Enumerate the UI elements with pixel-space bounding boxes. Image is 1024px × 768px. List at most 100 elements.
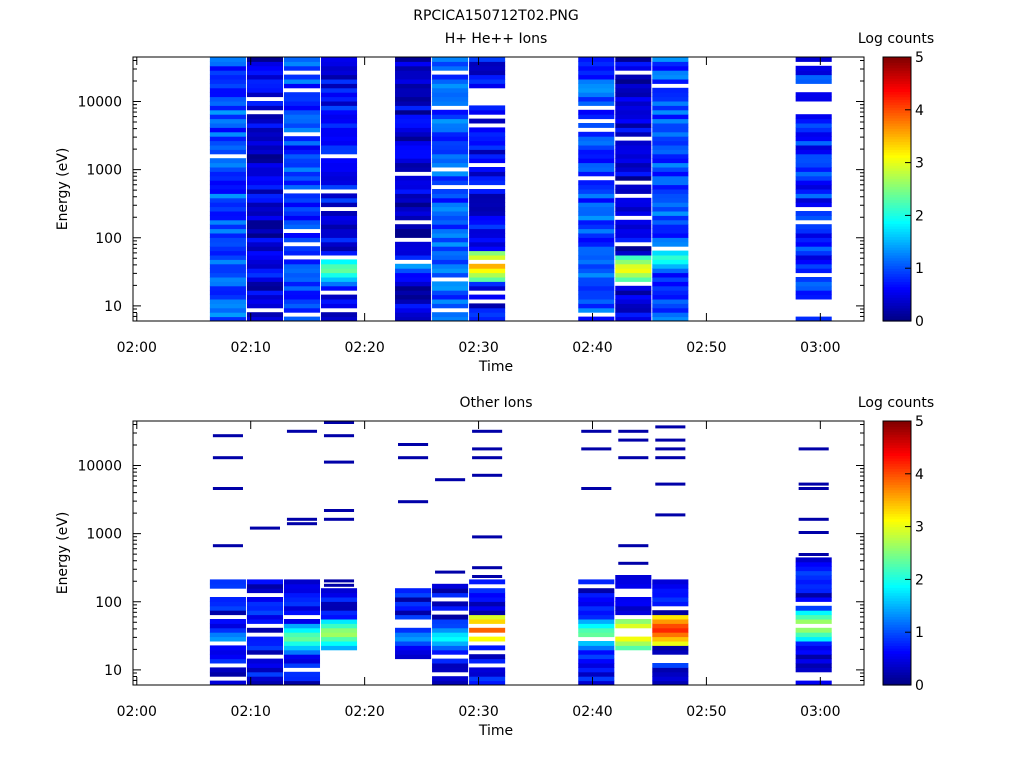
spectrogram-cell	[652, 255, 689, 260]
spectrogram-cell	[795, 259, 832, 265]
spectrogram-cell	[469, 131, 506, 137]
spectrogram-cell	[209, 307, 246, 313]
spectrogram-cell	[320, 224, 358, 230]
spectrogram-cell	[320, 92, 358, 98]
colorbar-swatch	[883, 574, 911, 578]
spectrogram-cell	[283, 259, 321, 265]
spectrogram-cell	[395, 105, 432, 111]
spectrogram-cells	[209, 57, 832, 322]
colorbar-swatch	[883, 600, 911, 604]
sparse-count-mark	[798, 517, 829, 521]
spectrogram-cell	[246, 175, 283, 181]
plot-frame	[132, 420, 865, 686]
spectrogram-cell	[615, 250, 652, 256]
spectrogram-cell	[615, 259, 652, 265]
sparse-count-mark	[581, 429, 612, 433]
spectrogram-cell	[283, 219, 321, 225]
spectrogram-cell	[246, 215, 283, 221]
colorbar-swatch	[883, 286, 911, 290]
spectrogram-cell	[209, 658, 246, 664]
spectrogram-cell	[795, 561, 832, 567]
y-tick-label: 10000	[77, 459, 122, 475]
spectrogram-cell	[578, 277, 615, 282]
colorbar-swatch	[883, 202, 911, 206]
spectrogram-cell	[615, 619, 652, 624]
spectrogram-cell	[652, 636, 689, 642]
spectrogram-cell	[578, 663, 615, 668]
spectrogram-cell	[320, 233, 358, 238]
colorbar-swatch	[883, 513, 911, 517]
colorbar-swatch	[883, 608, 911, 612]
colorbar-swatch	[883, 294, 911, 298]
colorbar-swatch	[883, 611, 911, 615]
spectrogram-cell	[246, 272, 283, 278]
spectrogram-cell	[246, 57, 283, 62]
spectrogram-cell	[395, 614, 432, 620]
spectrogram-cell	[432, 149, 469, 155]
spectrogram-cell	[320, 228, 358, 234]
spectrogram-cell	[795, 263, 832, 269]
spectrogram-cell	[246, 197, 283, 203]
spectrogram-cell	[283, 57, 321, 62]
spectrogram-cell	[209, 193, 246, 199]
spectrogram-cell	[283, 184, 321, 190]
spectrogram-cell	[652, 676, 689, 682]
spectrogram-cell	[432, 57, 469, 62]
colorbar-swatch	[883, 107, 911, 111]
spectrogram-cell	[652, 171, 689, 177]
spectrogram-cell	[432, 180, 469, 186]
spectrogram-cell	[432, 211, 469, 216]
spectrogram-cell	[395, 649, 432, 655]
spectrogram-cell	[209, 268, 246, 274]
sparse-count-mark	[286, 517, 318, 521]
spectrogram-cell	[209, 123, 246, 128]
spectrogram-cell	[469, 158, 506, 164]
spectrogram-cell	[469, 118, 506, 124]
colorbar-swatch	[883, 529, 911, 533]
spectrogram-cell	[246, 610, 283, 616]
spectrogram-cell	[615, 118, 652, 124]
spectrogram-cell	[283, 83, 321, 89]
spectrogram-cell	[615, 140, 652, 146]
colorbar-swatch	[883, 431, 911, 435]
spectrogram-cell	[246, 171, 283, 177]
sparse-count-mark	[323, 421, 355, 424]
spectrogram-cell	[395, 641, 432, 646]
spectrogram-cell	[795, 197, 832, 203]
spectrogram-cell	[652, 671, 689, 677]
spectrogram-cell	[320, 303, 358, 309]
spectrogram-cell	[246, 255, 283, 260]
colorbar-swatch	[883, 500, 911, 504]
spectrogram-cell	[652, 592, 689, 598]
spectrogram-cell	[320, 259, 358, 265]
spectrogram-cell	[578, 197, 615, 203]
x-ticks: 02:00 02:10 02:20 02:30 02:40 02:50 03:00	[117, 57, 841, 356]
spectrogram-cell	[795, 658, 832, 664]
spectrogram-cell	[283, 123, 321, 128]
spectrogram-cell	[209, 206, 246, 212]
sparse-count-mark	[212, 456, 243, 460]
spectrogram-cell	[246, 588, 283, 594]
spectrogram-cell	[615, 583, 652, 589]
spectrogram-cell	[209, 237, 246, 243]
spectrogram-cell	[432, 636, 469, 642]
spectrogram-cell	[395, 123, 432, 128]
colorbar-tick-label: 0	[915, 678, 924, 694]
colorbar-swatch	[883, 80, 911, 84]
spectrogram-cell	[795, 641, 832, 646]
spectrogram-cell	[469, 215, 506, 221]
spectrogram-cell	[578, 676, 615, 682]
spectrogram-cell	[578, 237, 615, 243]
spectrogram-cell	[795, 592, 832, 598]
colorbar-swatch	[883, 566, 911, 570]
colorbar-swatch	[883, 471, 911, 475]
spectrogram-cell	[320, 202, 358, 208]
spectrogram-cell	[795, 224, 832, 230]
spectrogram-cell	[283, 153, 321, 159]
spectrogram-cell	[209, 224, 246, 230]
spectrogram-cell	[246, 627, 283, 633]
spectrogram-cell	[395, 74, 432, 80]
spectrogram-cell	[320, 118, 358, 124]
spectrogram-cell	[283, 268, 321, 274]
spectrogram-cell	[615, 299, 652, 304]
